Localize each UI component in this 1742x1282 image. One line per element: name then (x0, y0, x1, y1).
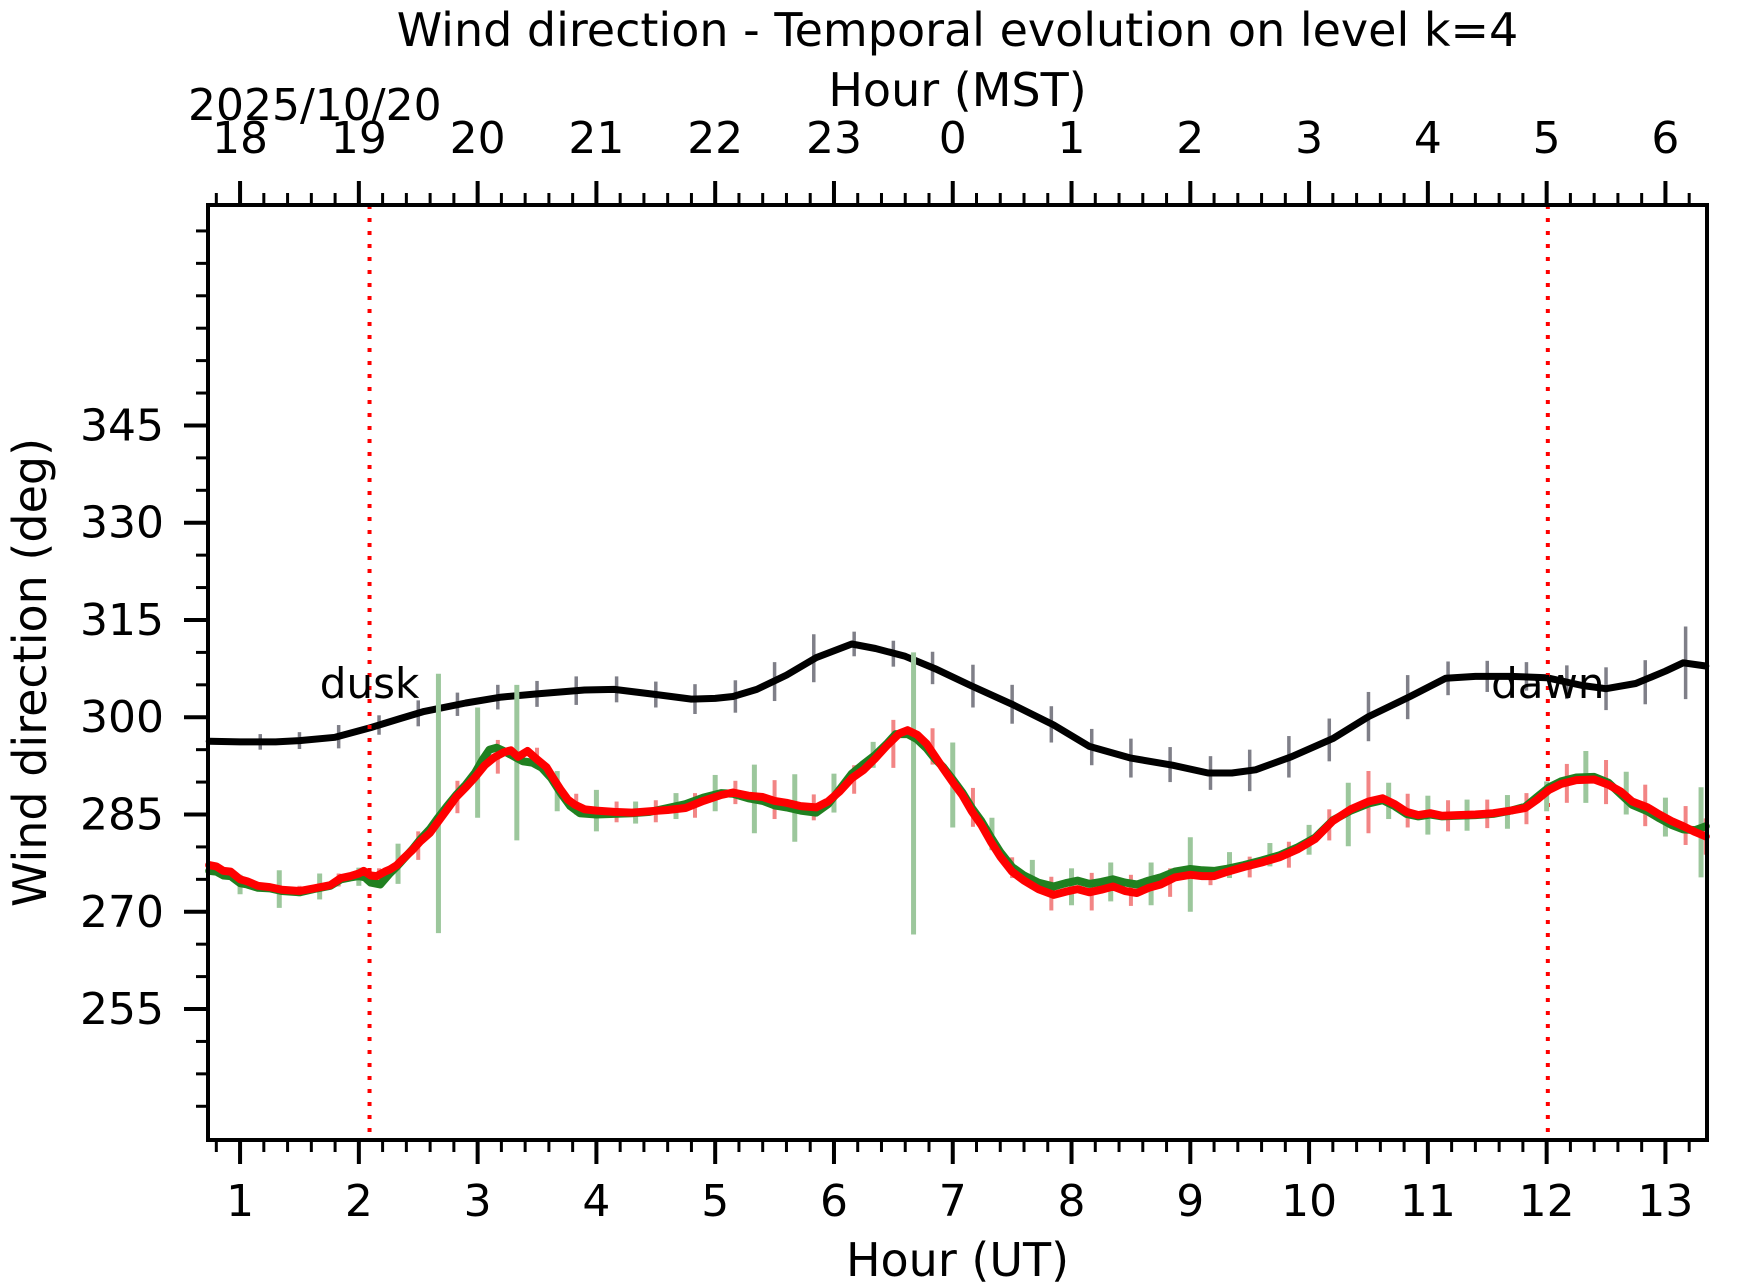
date-annotation: 2025/10/20 (188, 80, 442, 131)
x-tick-label: 12 (1519, 1176, 1575, 1227)
x2-tick-label: 19 (331, 113, 387, 164)
x-tick-label: 10 (1281, 1176, 1337, 1227)
x-tick-label: 7 (939, 1176, 967, 1227)
y-tick-label: 330 (80, 498, 164, 549)
x-tick-label: 1 (226, 1176, 254, 1227)
y-tick-label: 255 (80, 984, 164, 1035)
x2-tick-label: 5 (1533, 113, 1561, 164)
x-tick-label: 9 (1176, 1176, 1204, 1227)
plot-title: Wind direction - Temporal evolution on l… (397, 3, 1519, 57)
x2-tick-label: 22 (687, 113, 743, 164)
x2-tick-label: 2 (1176, 113, 1204, 164)
x2-tick-label: 23 (806, 113, 862, 164)
y-axis-label: Wind direction (deg) (3, 438, 57, 907)
dawn-label: dawn (1491, 659, 1604, 708)
y-tick-label: 345 (80, 400, 164, 451)
y-tick-label: 315 (80, 595, 164, 646)
bottom-axis-label: Hour (UT) (846, 1233, 1069, 1282)
red-line (205, 726, 1710, 899)
x-tick-label: 5 (701, 1176, 729, 1227)
x2-tick-label: 6 (1651, 113, 1679, 164)
x2-tick-label: 4 (1414, 113, 1442, 164)
x-tick-label: 13 (1637, 1176, 1693, 1227)
y-tick-label: 270 (80, 887, 164, 938)
y-tick-label: 300 (80, 692, 164, 743)
y-tick-label: 285 (80, 790, 164, 841)
x-tick-label: 2 (345, 1176, 373, 1227)
x-tick-label: 3 (464, 1176, 492, 1227)
x-tick-label: 11 (1400, 1176, 1456, 1227)
black-line (205, 640, 1710, 777)
x-tick-label: 6 (820, 1176, 848, 1227)
x2-tick-label: 18 (212, 113, 268, 164)
x2-tick-label: 0 (939, 113, 967, 164)
x-tick-label: 8 (1058, 1176, 1086, 1227)
x2-tick-label: 3 (1295, 113, 1323, 164)
x2-tick-label: 1 (1058, 113, 1086, 164)
x-tick-label: 4 (582, 1176, 610, 1227)
dusk-label: dusk (320, 659, 420, 708)
axes-spines (206, 203, 1709, 1142)
x2-tick-label: 20 (450, 113, 506, 164)
top-axis-label: Hour (MST) (828, 63, 1086, 117)
x2-tick-label: 21 (568, 113, 624, 164)
